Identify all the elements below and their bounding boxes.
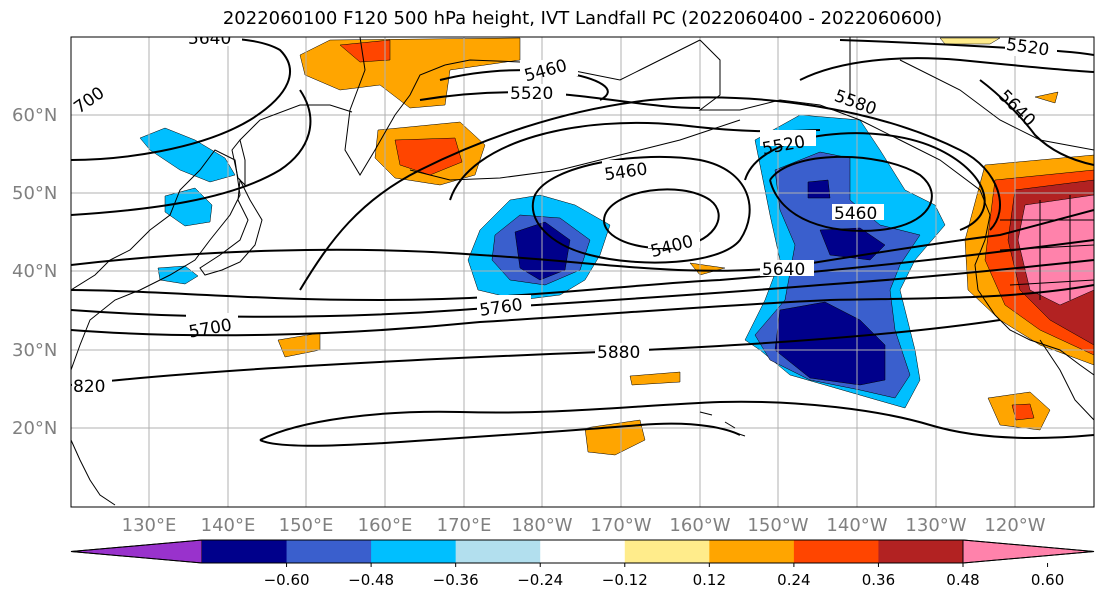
lon-label: 130°E (122, 515, 177, 536)
contour-label: 820 (73, 377, 105, 397)
lon-label: 130°W (905, 515, 966, 536)
shade-okhotsk-core (394, 137, 463, 176)
lon-label: 120°W (984, 515, 1045, 536)
latitude-labels: 60°N 50°N 40°N 30°N 20°N (12, 105, 57, 439)
shade-small-2 (1034, 91, 1059, 104)
colorbar-tick-label: −0.24 (517, 571, 563, 589)
contour-label: 5460 (834, 204, 877, 224)
map-frame (70, 36, 1095, 508)
lat-label: 40°N (12, 261, 57, 282)
colorbar-tick-label: 0.24 (777, 571, 810, 589)
contour-5460-east (769, 155, 933, 232)
contour-low-center (603, 188, 720, 250)
graticule (71, 37, 1094, 507)
colorbar-tick-label: 0.12 (693, 571, 726, 589)
coast-sakhalin (231, 138, 246, 187)
coast-west-na (974, 214, 1094, 376)
contour-label: 5640 (188, 29, 231, 49)
contour-5580-ne (799, 57, 1094, 81)
colorbar-extend-high (962, 539, 1095, 564)
shade-small-3 (939, 37, 1001, 45)
colorbar-swatch (624, 540, 710, 563)
contour-5880 (71, 319, 1001, 386)
coast-alaska (698, 39, 991, 216)
lat-label: 60°N (12, 105, 57, 126)
contour-5640-nw (71, 37, 291, 161)
colorbar-tick-label: 0.60 (1031, 571, 1064, 589)
contour-5700 (71, 239, 1094, 302)
lon-label: 160°W (669, 515, 730, 536)
lon-label: 170°W (590, 515, 651, 536)
coast-canada-interior (849, 37, 1094, 151)
contour-5820 (71, 284, 1094, 337)
lon-label: 140°E (201, 515, 256, 536)
colorbar-swatch (202, 540, 288, 563)
lon-label: 150°W (747, 515, 808, 536)
coastlines (71, 37, 1094, 506)
shade-kamchatka-core (339, 39, 391, 63)
contour-label: 5640 (762, 260, 805, 280)
contour-label: 5520 (510, 84, 553, 104)
coast-aleutians (409, 119, 741, 181)
contour-5640 (71, 209, 1094, 272)
lon-label: 150°E (279, 515, 334, 536)
colorbar-swatch (793, 540, 879, 563)
lat-label: 50°N (12, 183, 57, 204)
lon-label: 180°W (511, 515, 572, 536)
colorbar-tick-label: −0.36 (433, 571, 479, 589)
height-contours (71, 37, 1094, 447)
colorbar-tick-label: −0.12 (602, 571, 648, 589)
colorbar-outline (70, 539, 1095, 564)
colorbar-swatch (540, 540, 626, 563)
figure-title: 2022060100 F120 500 hPa height, IVT Land… (222, 8, 943, 29)
colorbar-swatch (878, 540, 964, 563)
colorbar-tick-label: −0.60 (264, 571, 310, 589)
contour-5520-east (744, 132, 986, 231)
shade-west-coast-pink (1017, 194, 1094, 306)
contour-5580 (299, 96, 1001, 291)
colorbar-tick-label: 0.48 (946, 571, 979, 589)
coast-bering (444, 39, 701, 81)
shade-subtropic-2 (629, 371, 681, 386)
coast-mexico (1039, 339, 1094, 421)
contour-5640-ne (979, 79, 1094, 166)
map-area: 5640 5460 5520 700 5460 5400 5580 5520 5… (71, 29, 1094, 507)
negative-shading (139, 114, 946, 409)
lat-label: 30°N (12, 340, 57, 361)
colorbar-extend-low (70, 539, 203, 564)
contour-5880-south (259, 400, 1094, 441)
coast-us-states (999, 195, 1094, 300)
lon-label: 160°E (358, 515, 413, 536)
contour-5460-west (531, 155, 751, 264)
lon-label: 170°E (437, 515, 492, 536)
shade-gulf-alaska-dark3 (807, 179, 831, 199)
contour-5880-south-lower (259, 422, 741, 447)
colorbar-tick-label: 0.36 (862, 571, 895, 589)
contour-5520-ne (839, 39, 1094, 56)
coast-kamchatka (344, 37, 446, 176)
lon-label: 140°W (826, 515, 887, 536)
contour-label: 5520 (1005, 35, 1051, 61)
coast-okhotsk (239, 104, 353, 141)
shade-kuril (139, 127, 236, 183)
longitude-labels: 130°E 140°E 150°E 160°E 170°E 180°W 170°… (122, 515, 1046, 536)
contour-label: 5880 (597, 343, 640, 363)
colorbar: −0.60 −0.48 −0.36 −0.24 −0.12 0.12 0.24 0.36 0.4… (70, 539, 1095, 589)
colorbar-swatch (371, 540, 457, 563)
colorbar-swatch (709, 540, 795, 563)
colorbar-tick-label: −0.48 (348, 571, 394, 589)
contour-5700-nw (71, 89, 312, 216)
coast-philippines (71, 439, 116, 506)
colorbar-swatch (286, 540, 372, 563)
coast-japan (199, 178, 263, 276)
contour-5520-north (419, 91, 701, 109)
lat-label: 20°N (12, 418, 57, 439)
colorbar-swatch (455, 540, 541, 563)
contour-5760 (71, 259, 1094, 318)
